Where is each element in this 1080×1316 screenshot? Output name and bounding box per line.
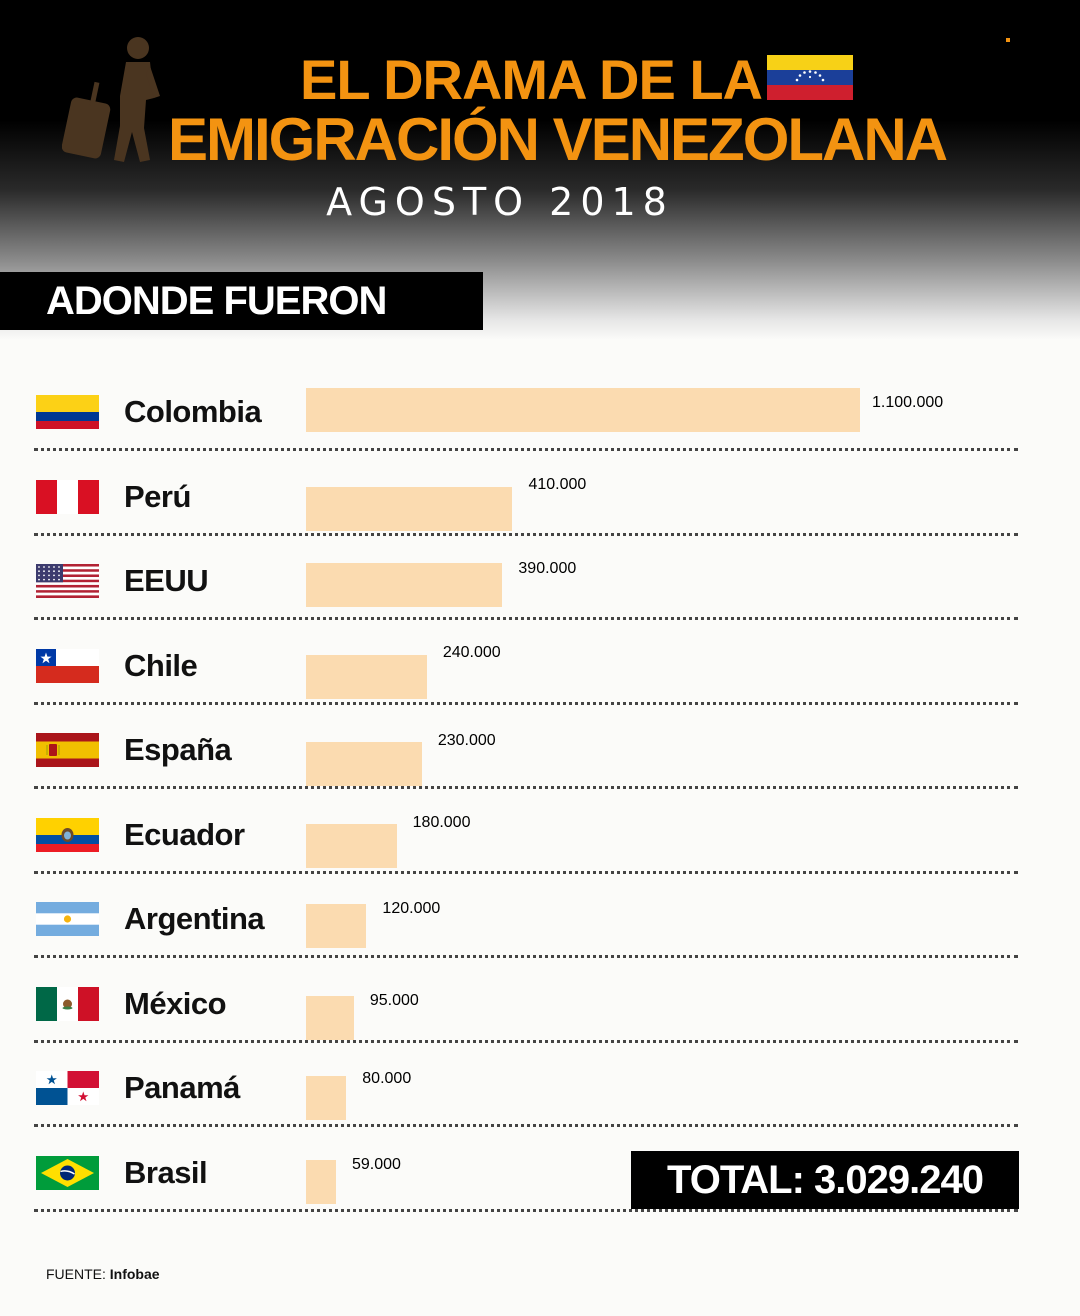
colombia-flag-icon	[36, 395, 99, 429]
row-separator	[34, 870, 1018, 874]
chart-row: Ecuador	[0, 791, 1080, 875]
bar	[306, 1076, 347, 1120]
chart-row: Argentina	[0, 875, 1080, 959]
category-label: Panamá	[124, 1070, 240, 1105]
bar	[306, 655, 427, 699]
row-separator	[34, 1208, 1018, 1212]
chart-row: España	[0, 706, 1080, 790]
total-label: TOTAL: 3.029.240	[667, 1158, 984, 1202]
spain-flag-icon	[36, 733, 99, 767]
data-label: 180.000	[412, 814, 471, 831]
data-label: 240.000	[442, 644, 501, 661]
row-separator	[34, 955, 1018, 958]
source-name: Infobae	[109, 1266, 160, 1282]
chart-row: Brasil	[0, 1129, 1080, 1213]
row-separator	[34, 1039, 1018, 1043]
chart-row: México	[0, 960, 1080, 1044]
brazil-flag-icon	[36, 1155, 99, 1190]
source-note: FUENTE: Infobae	[46, 1266, 160, 1282]
chart-row: Panamá	[0, 1044, 1080, 1128]
category-label: México	[124, 985, 227, 1021]
bar	[306, 388, 860, 432]
data-label: 230.000	[437, 732, 496, 749]
bar	[306, 904, 367, 948]
bar	[306, 563, 503, 607]
chart-row: EEUU	[0, 537, 1080, 621]
data-label: 59.000	[352, 1156, 401, 1173]
row-separator	[34, 786, 1018, 789]
row-separator	[34, 448, 1018, 451]
title-line-2: EMIGRACIÓN VENEZOLANA	[168, 106, 948, 173]
category-label: EEUU	[124, 563, 209, 598]
data-label: 80.000	[362, 1070, 412, 1087]
usa-flag-icon	[36, 564, 99, 598]
section-tab	[0, 272, 483, 330]
category-label: Chile	[124, 647, 198, 683]
row-separator	[34, 701, 1018, 705]
data-label: 410.000	[528, 476, 587, 493]
data-label: 120.000	[382, 900, 441, 917]
panama-flag-icon	[36, 1071, 99, 1105]
source-label: FUENTE:	[46, 1266, 106, 1282]
row-separator	[34, 1124, 1018, 1127]
chart-row: Perú	[0, 453, 1080, 537]
category-label: Perú	[124, 478, 191, 514]
decorative-dot	[1006, 38, 1010, 42]
argentina-flag-icon	[36, 902, 99, 936]
data-label: 95.000	[369, 992, 419, 1009]
mexico-flag-icon	[36, 986, 99, 1021]
bar	[306, 824, 397, 868]
bar	[306, 487, 513, 531]
chart-row: Colombia	[0, 368, 1080, 452]
category-label: Brasil	[124, 1154, 208, 1190]
data-label: 1.100.000	[872, 394, 944, 411]
title-line-1: EL DRAMA DE LA	[300, 48, 763, 111]
venezuela-flag-icon	[767, 55, 853, 100]
category-label: Colombia	[124, 394, 262, 429]
category-label: Ecuador	[124, 816, 245, 852]
chile-flag-icon	[36, 648, 99, 683]
row-separator	[34, 532, 1018, 536]
row-separator	[34, 617, 1018, 620]
section-title: ADONDE FUERON	[46, 279, 387, 323]
subtitle-date: AGOSTO 2018	[326, 180, 674, 224]
bar	[306, 742, 422, 786]
traveler-with-suitcase-icon	[62, 37, 160, 162]
category-label: Argentina	[124, 901, 265, 936]
ecuador-flag-icon	[36, 817, 99, 852]
bar	[306, 996, 354, 1040]
chart-row: Chile	[0, 622, 1080, 706]
category-label: España	[124, 732, 232, 767]
bar	[306, 1160, 336, 1204]
peru-flag-icon	[36, 479, 99, 514]
total-box	[631, 1151, 1019, 1209]
data-label: 390.000	[518, 560, 577, 577]
